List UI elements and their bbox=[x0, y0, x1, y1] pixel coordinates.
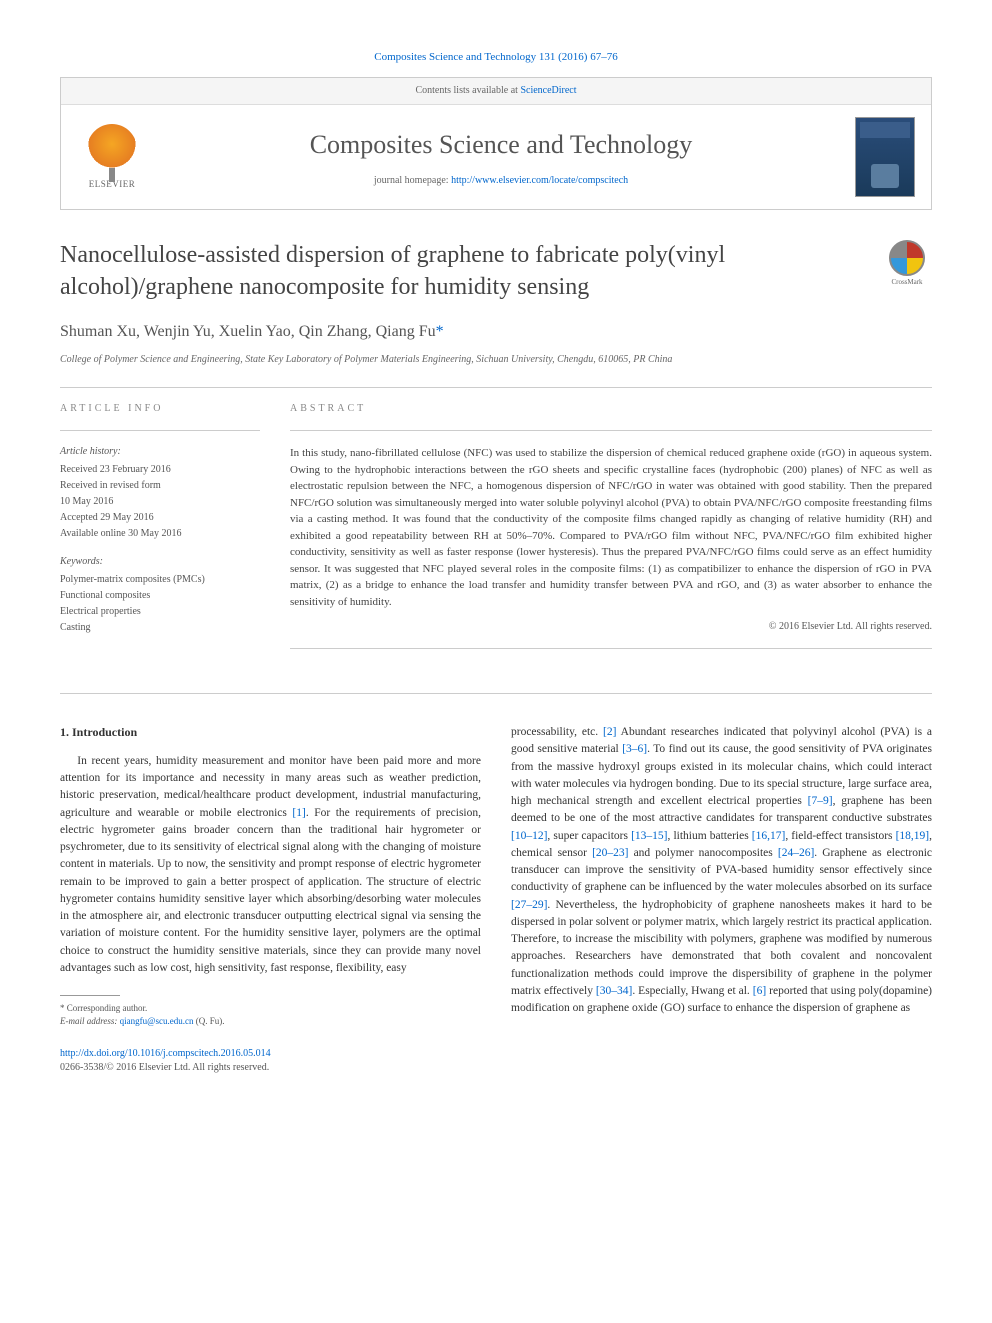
contents-list-bar: Contents lists available at ScienceDirec… bbox=[61, 78, 931, 105]
corresponding-email[interactable]: qiangfu@scu.edu.cn bbox=[120, 1016, 194, 1026]
article-info-block: ARTICLE INFO Article history: Received 2… bbox=[60, 402, 260, 663]
email-label: E-mail address: bbox=[60, 1016, 120, 1026]
affiliation: College of Polymer Science and Engineeri… bbox=[60, 353, 932, 367]
body-text: processability, etc. [2] Abundant resear… bbox=[511, 724, 932, 1017]
paragraph: processability, etc. [2] Abundant resear… bbox=[511, 724, 932, 1017]
corresponding-marker: * bbox=[436, 323, 444, 340]
divider bbox=[60, 693, 932, 694]
contents-label: Contents lists available at bbox=[415, 85, 520, 96]
right-column: processability, etc. [2] Abundant resear… bbox=[511, 724, 932, 1027]
copyright-line: © 2016 Elsevier Ltd. All rights reserved… bbox=[290, 620, 932, 634]
paragraph: In recent years, humidity measurement an… bbox=[60, 753, 481, 977]
authors-text: Shuman Xu, Wenjin Yu, Xuelin Yao, Qin Zh… bbox=[60, 323, 436, 340]
footnote-block: * Corresponding author. E-mail address: … bbox=[60, 1002, 481, 1027]
abstract-text: In this study, nano-fibrillated cellulos… bbox=[290, 445, 932, 610]
corresponding-author-note: * Corresponding author. bbox=[60, 1002, 481, 1015]
keywords-label: Keywords: bbox=[60, 555, 260, 569]
keyword: Electrical properties bbox=[60, 605, 260, 619]
history-item: Received 23 February 2016 bbox=[60, 463, 260, 477]
email-who: (Q. Fu). bbox=[193, 1016, 224, 1026]
history-item: Available online 30 May 2016 bbox=[60, 527, 260, 541]
crossmark-label: CrossMark bbox=[891, 278, 922, 288]
elsevier-tree-icon bbox=[87, 124, 137, 174]
history-item: Received in revised form bbox=[60, 479, 260, 493]
author-list: Shuman Xu, Wenjin Yu, Xuelin Yao, Qin Zh… bbox=[60, 321, 932, 343]
citation-header: Composites Science and Technology 131 (2… bbox=[60, 50, 932, 65]
body-columns: 1. Introduction In recent years, humidit… bbox=[60, 724, 932, 1027]
sciencedirect-link[interactable]: ScienceDirect bbox=[520, 85, 576, 96]
journal-name: Composites Science and Technology bbox=[147, 127, 855, 163]
doi-link[interactable]: http://dx.doi.org/10.1016/j.compscitech.… bbox=[60, 1048, 271, 1059]
divider bbox=[290, 430, 932, 431]
divider bbox=[290, 648, 932, 649]
history-label: Article history: bbox=[60, 445, 260, 459]
elsevier-logo: ELSEVIER bbox=[77, 118, 147, 196]
homepage-link[interactable]: http://www.elsevier.com/locate/compscite… bbox=[451, 175, 628, 186]
crossmark-icon bbox=[889, 240, 925, 276]
homepage-label: journal homepage: bbox=[374, 175, 451, 186]
keyword: Polymer-matrix composites (PMCs) bbox=[60, 573, 260, 587]
crossmark-badge[interactable]: CrossMark bbox=[882, 240, 932, 290]
history-item: 10 May 2016 bbox=[60, 495, 260, 509]
keyword: Casting bbox=[60, 621, 260, 635]
journal-cover-thumbnail bbox=[855, 117, 915, 197]
issn-copyright: 0266-3538/© 2016 Elsevier Ltd. All right… bbox=[60, 1061, 932, 1075]
journal-header-box: Contents lists available at ScienceDirec… bbox=[60, 77, 932, 210]
article-info-label: ARTICLE INFO bbox=[60, 402, 260, 416]
article-title: Nanocellulose-assisted dispersion of gra… bbox=[60, 240, 866, 302]
section-heading: 1. Introduction bbox=[60, 724, 481, 741]
footnote-divider bbox=[60, 995, 120, 996]
journal-homepage: journal homepage: http://www.elsevier.co… bbox=[147, 174, 855, 188]
divider bbox=[60, 430, 260, 431]
left-column: 1. Introduction In recent years, humidit… bbox=[60, 724, 481, 1027]
abstract-block: ABSTRACT In this study, nano-fibrillated… bbox=[290, 402, 932, 663]
keyword: Functional composites bbox=[60, 589, 260, 603]
body-text: In recent years, humidity measurement an… bbox=[60, 753, 481, 977]
abstract-label: ABSTRACT bbox=[290, 402, 932, 416]
page-footer: http://dx.doi.org/10.1016/j.compscitech.… bbox=[60, 1047, 932, 1075]
history-item: Accepted 29 May 2016 bbox=[60, 511, 260, 525]
divider bbox=[60, 387, 932, 388]
